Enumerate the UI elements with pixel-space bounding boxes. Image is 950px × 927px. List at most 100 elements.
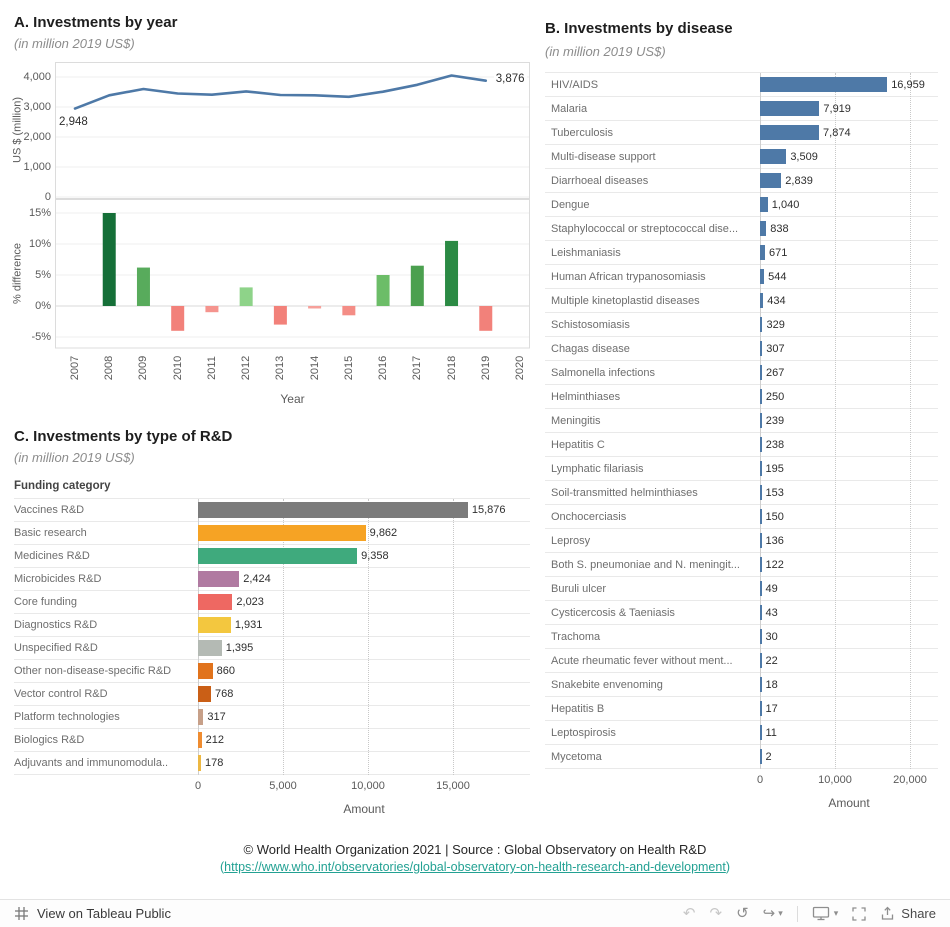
bar[interactable] — [198, 640, 222, 656]
bar-row: Cysticercosis & Taeniasis 43 — [545, 601, 938, 625]
pct-diff-bar[interactable] — [136, 267, 150, 306]
bar-row: Microbicides R&D 2,424 — [14, 568, 530, 591]
bar[interactable] — [760, 77, 888, 92]
pct-diff-bar[interactable] — [445, 240, 459, 306]
gridline-10000 — [368, 499, 369, 775]
bar[interactable] — [198, 571, 240, 587]
x-tick-label: 5,000 — [269, 780, 297, 792]
category-label: Lymphatic filariasis — [551, 462, 644, 475]
bar[interactable] — [760, 677, 762, 692]
replay-icon[interactable]: ↺ — [736, 905, 749, 922]
bar[interactable] — [198, 755, 202, 771]
pct-diff-bar[interactable] — [102, 213, 116, 306]
pct-diff-bar[interactable] — [239, 287, 253, 306]
y-tick-label: 15% — [28, 207, 51, 219]
investment-line[interactable] — [73, 74, 488, 110]
value-label: 9,862 — [369, 527, 398, 539]
resume-icon[interactable]: ↪ ▾ — [762, 905, 783, 922]
bar-row: Medicines R&D 9,358 — [14, 545, 530, 568]
pct-diff-bar[interactable] — [410, 265, 424, 306]
pct-diff-bar[interactable] — [273, 306, 287, 325]
bar-zone: 9,358 — [198, 545, 530, 567]
bar[interactable] — [760, 293, 764, 308]
bar[interactable] — [198, 594, 233, 610]
bar[interactable] — [198, 525, 366, 541]
bar[interactable] — [760, 125, 820, 140]
bar[interactable] — [198, 709, 204, 725]
bar-row: Other non-disease-specific R&D 860 — [14, 660, 530, 683]
pct-diff-bar[interactable] — [342, 306, 356, 316]
bar[interactable] — [760, 221, 767, 236]
share-button[interactable]: Share — [880, 906, 936, 921]
device-layout-icon[interactable]: ▾ — [812, 906, 838, 921]
bar[interactable] — [198, 502, 468, 518]
bar[interactable] — [760, 149, 787, 164]
undo-icon[interactable]: ↶ — [682, 905, 696, 922]
bar-zone: 136 — [760, 529, 938, 552]
bar[interactable] — [760, 629, 762, 644]
bar[interactable] — [760, 461, 762, 476]
bar[interactable] — [198, 732, 202, 748]
value-label: 150 — [765, 510, 784, 523]
bar[interactable] — [760, 197, 768, 212]
fullscreen-icon[interactable] — [852, 906, 866, 921]
bar-row: Both S. pneumoniae and N. meningit... 122 — [545, 553, 938, 577]
value-label: 671 — [769, 246, 788, 259]
pct-diff-bar[interactable] — [171, 306, 185, 331]
bar-zone: 250 — [760, 385, 938, 408]
bar[interactable] — [760, 317, 763, 332]
bar-row: Helminthiases 250 — [545, 385, 938, 409]
category-label: Schistosomiasis — [551, 318, 630, 331]
bar[interactable] — [760, 533, 762, 548]
value-label: 860 — [216, 665, 235, 677]
bar[interactable] — [198, 617, 231, 633]
pct-diff-bar[interactable] — [205, 306, 219, 313]
bar[interactable] — [760, 725, 762, 740]
chart-a-subtitle: (in million 2019 US$) — [14, 36, 135, 51]
value-label: 544 — [768, 270, 787, 283]
pct-diff-bar[interactable] — [376, 275, 390, 306]
pct-diff-bar[interactable] — [308, 306, 322, 309]
pct-diff-bar[interactable] — [479, 306, 493, 331]
share-label: Share — [901, 906, 936, 921]
bar[interactable] — [760, 341, 763, 356]
category-label: Multiple kinetoplastid diseases — [551, 294, 700, 307]
value-label: 49 — [765, 582, 778, 595]
bar[interactable] — [760, 557, 762, 572]
year-tick-label: 2015 — [342, 355, 355, 381]
bar[interactable] — [760, 605, 762, 620]
category-label: Both S. pneumoniae and N. meningit... — [551, 558, 740, 571]
bar[interactable] — [760, 437, 762, 452]
redo-icon[interactable]: ↷ — [709, 905, 723, 922]
bar[interactable] — [760, 173, 782, 188]
category-label: Leishmaniasis — [551, 246, 621, 259]
gridline-15000 — [453, 499, 454, 775]
bar[interactable] — [760, 701, 762, 716]
bar[interactable] — [760, 485, 762, 500]
bar[interactable] — [198, 548, 358, 564]
bar[interactable] — [760, 653, 762, 668]
value-label: 768 — [215, 688, 234, 700]
category-label: Diarrhoeal diseases — [551, 174, 649, 187]
bar[interactable] — [760, 413, 762, 428]
bar[interactable] — [760, 509, 762, 524]
category-label: Soil-transmitted helminthiases — [551, 486, 698, 499]
bar-row: Biologics R&D 212 — [14, 729, 530, 752]
bar[interactable] — [760, 749, 762, 764]
bar-row: Core funding 2,023 — [14, 591, 530, 614]
bar[interactable] — [760, 269, 765, 284]
bar[interactable] — [760, 101, 820, 116]
bar-row: Mycetoma 2 — [545, 745, 938, 769]
bar[interactable] — [760, 581, 762, 596]
view-on-tableau-public-button[interactable]: View on Tableau Public — [14, 906, 171, 921]
bar[interactable] — [198, 663, 213, 679]
category-label: Medicines R&D — [14, 550, 90, 562]
chart-c-subtitle: (in million 2019 US$) — [14, 450, 135, 465]
bar[interactable] — [760, 389, 762, 404]
bar-row: Hepatitis B 17 — [545, 697, 938, 721]
value-label: 17 — [765, 702, 778, 715]
bar[interactable] — [760, 365, 762, 380]
bar[interactable] — [760, 245, 766, 260]
bar[interactable] — [198, 686, 212, 702]
source-link[interactable]: https://www.who.int/observatories/global… — [224, 860, 726, 874]
